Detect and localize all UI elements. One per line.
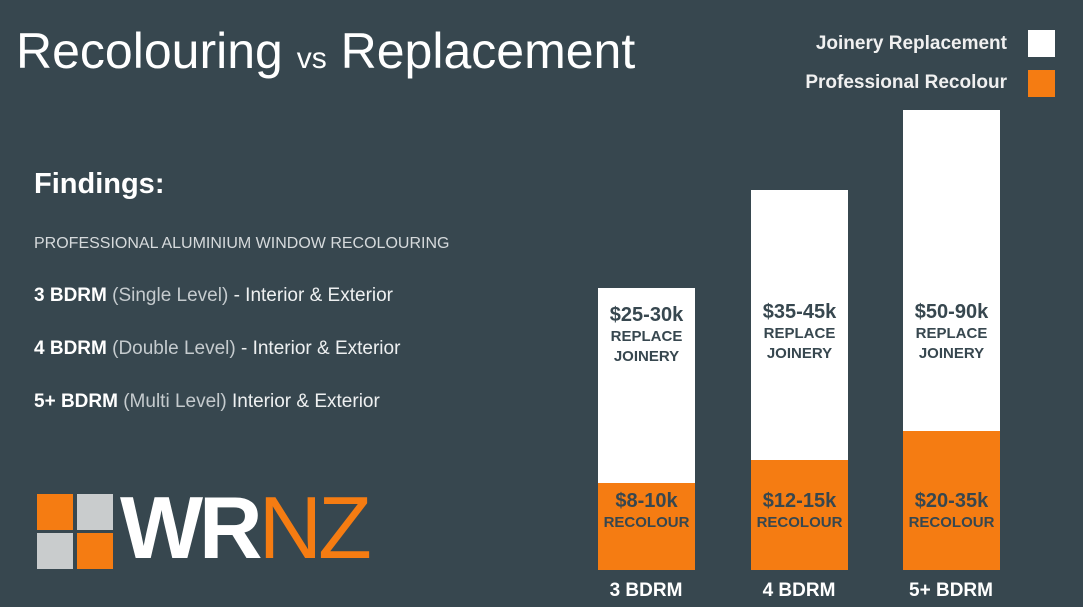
bar-label: $8-10k RECOLOUR	[598, 490, 695, 533]
finding-scope: Interior & Exterior	[231, 391, 380, 412]
finding-size: 3 BDRM	[34, 285, 107, 306]
price: $12-15k	[762, 490, 837, 512]
bar-category: 3 BDRM	[609, 580, 683, 601]
price: $20-35k	[914, 490, 989, 512]
caption: RECOLOUR	[908, 514, 995, 531]
finding-level: (Double Level)	[112, 338, 236, 359]
bar-label: $12-15k RECOLOUR	[751, 490, 848, 533]
caption: RECOLOUR	[603, 514, 690, 531]
caption: REPLACE	[610, 328, 683, 345]
replace-bar	[751, 190, 848, 460]
findings-heading: Findings:	[34, 168, 165, 200]
finding-row: 5+ BDRM (Multi Level) Interior & Exterio…	[34, 391, 380, 413]
caption: JOINERY	[918, 345, 985, 362]
logo-square	[77, 533, 113, 569]
legend-swatch	[1028, 30, 1055, 57]
finding-level: (Multi Level)	[123, 391, 227, 412]
replace-bar	[903, 110, 1000, 431]
caption: JOINERY	[766, 345, 833, 362]
logo-square	[37, 533, 73, 569]
title-part: Replacement	[340, 23, 636, 79]
recolour-bar	[598, 483, 695, 570]
caption: RECOLOUR	[756, 514, 843, 531]
finding-row: 4 BDRM (Double Level) - Interior & Exter…	[34, 338, 400, 360]
finding-size: 5+ BDRM	[34, 391, 118, 412]
price: $50-90k	[914, 301, 989, 323]
bar-label: $20-35k RECOLOUR	[903, 490, 1000, 533]
legend-label: Joinery Replacement	[815, 33, 1007, 54]
logo-text: WRNZ	[120, 478, 372, 578]
finding-scope: - Interior & Exterior	[240, 338, 401, 359]
caption: JOINERY	[613, 348, 680, 365]
bar-category: 4 BDRM	[762, 580, 836, 601]
bar-label: $35-45k REPLACE JOINERY	[751, 301, 848, 364]
bar-category: 5+ BDRM	[909, 580, 993, 601]
title: Recolouring vs Replacement	[16, 22, 635, 80]
recolour-bar	[903, 431, 1000, 570]
caption: REPLACE	[763, 325, 836, 342]
bar-label: $50-90k REPLACE JOINERY	[903, 301, 1000, 364]
replace-bar	[598, 288, 695, 483]
legend-label: Professional Recolour	[805, 72, 1007, 93]
logo-square	[77, 494, 113, 530]
finding-level: (Single Level)	[112, 285, 229, 306]
findings-subheading: PROFESSIONAL ALUMINIUM WINDOW RECOLOURIN…	[34, 235, 450, 252]
bar-label: $25-30k REPLACE JOINERY	[598, 304, 695, 367]
caption: REPLACE	[915, 325, 988, 342]
price: $8-10k	[615, 490, 678, 512]
finding-scope: - Interior & Exterior	[233, 285, 394, 306]
recolour-bar	[751, 460, 848, 570]
logo-part: WR	[120, 478, 263, 577]
logo-square	[37, 494, 73, 530]
finding-row: 3 BDRM (Single Level) - Interior & Exter…	[34, 285, 393, 307]
title-part: vs	[296, 42, 327, 75]
price: $35-45k	[762, 301, 837, 323]
logo-part: NZ	[258, 478, 372, 577]
price: $25-30k	[609, 304, 684, 326]
title-part: Recolouring	[16, 23, 283, 79]
legend-swatch	[1028, 70, 1055, 97]
finding-size: 4 BDRM	[34, 338, 107, 359]
